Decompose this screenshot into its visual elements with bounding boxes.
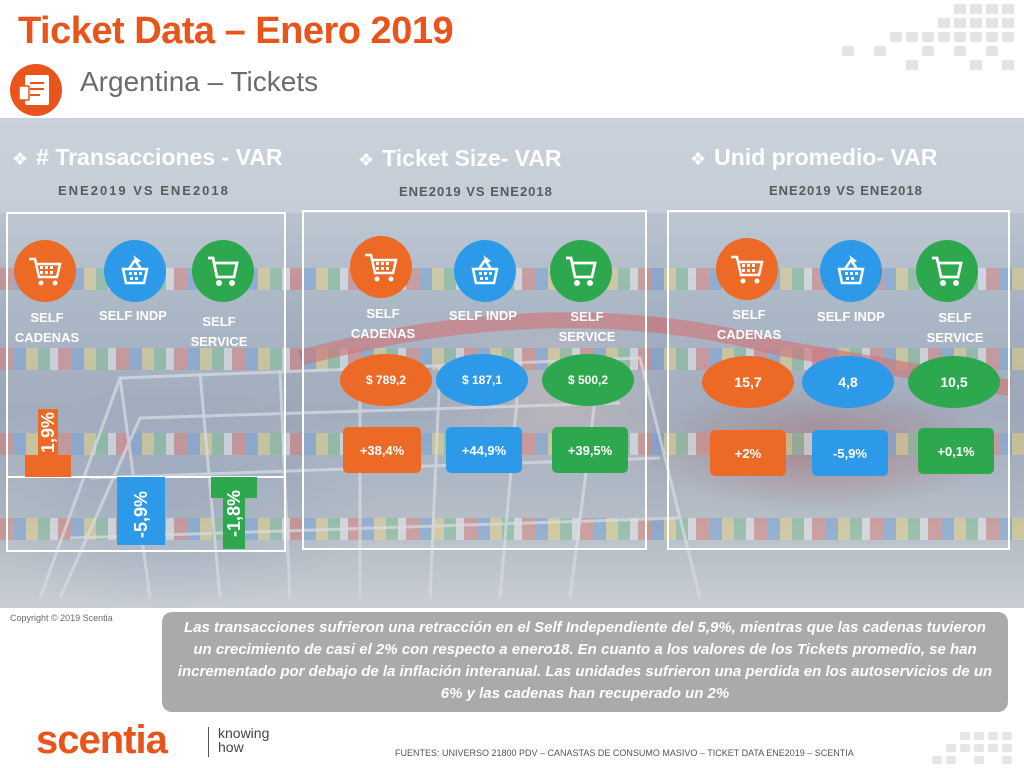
tagline: knowing how bbox=[218, 726, 269, 754]
bar-label-2: -5,9% bbox=[130, 491, 151, 539]
bar-label-1: 1,9% bbox=[37, 411, 58, 453]
category-text: SELF INDP bbox=[99, 308, 167, 323]
shopping-trolley-icon bbox=[916, 240, 978, 302]
unid-value-cadenas: 15,7 bbox=[702, 356, 794, 408]
category-text: SELF INDP bbox=[817, 309, 885, 324]
bar-label-3: -1,8% bbox=[223, 489, 244, 537]
section-subtitle-ticket-size: ENE2019 VS ENE2018 bbox=[399, 184, 553, 199]
category-text: SELF CADENAS bbox=[14, 310, 80, 345]
decorative-grid-bottom bbox=[932, 732, 1012, 764]
category-label-service: SELF SERVICE bbox=[174, 312, 264, 352]
ticket-size-var-service: +39,5% bbox=[552, 427, 628, 473]
category-label-cadenas: SELF CADENAS bbox=[2, 308, 92, 348]
scentia-logo: scentia bbox=[36, 718, 168, 762]
logo-divider bbox=[208, 727, 209, 757]
tagline-line-1: knowing bbox=[218, 725, 270, 741]
shopping-trolley-icon bbox=[192, 240, 254, 302]
shopping-trolley-icon bbox=[550, 240, 612, 302]
tagline-line-2: how bbox=[218, 739, 244, 755]
receipt-icon bbox=[10, 64, 62, 116]
bar-label-bg-1 bbox=[38, 409, 58, 456]
bar-2 bbox=[117, 477, 165, 545]
category-label-cadenas: SELF CADENAS bbox=[704, 305, 794, 345]
category-label-indp: SELF INDP bbox=[88, 306, 178, 326]
unid-var-cadenas: +2% bbox=[710, 430, 786, 476]
shopping-cart-icon bbox=[14, 240, 76, 302]
diamond-bullet-icon: ❖ bbox=[358, 150, 375, 170]
category-text: SELF SERVICE bbox=[558, 309, 616, 344]
shopping-basket-icon bbox=[454, 240, 516, 302]
section-subtitle-unid-promedio: ENE2019 VS ENE2018 bbox=[769, 183, 923, 198]
bar-1 bbox=[25, 455, 71, 477]
category-text: SELF SERVICE bbox=[926, 310, 984, 345]
copyright: Copyright © 2019 Scentia bbox=[10, 613, 113, 623]
bar-label-bg-3 bbox=[223, 497, 245, 549]
diamond-bullet-icon: ❖ bbox=[690, 149, 707, 169]
sources-footnote: FUENTES: UNIVERSO 21800 PDV – CANASTAS D… bbox=[395, 748, 854, 758]
page-subtitle: Argentina – Tickets bbox=[80, 66, 319, 97]
summary-box: Las transacciones sufrieron una retracci… bbox=[162, 612, 1008, 712]
ticket-size-var-cadenas: +38,4% bbox=[343, 427, 421, 473]
category-label-service: SELF SERVICE bbox=[542, 307, 632, 347]
shopping-cart-icon bbox=[716, 238, 778, 300]
category-text: SELF CADENAS bbox=[350, 306, 416, 341]
section-title-ticket-size: ❖ Ticket Size- VAR bbox=[358, 145, 562, 171]
unid-value-service: 10,5 bbox=[908, 356, 1000, 408]
shopping-basket-icon bbox=[104, 240, 166, 302]
ticket-size-value-service: $ 500,2 bbox=[542, 354, 634, 406]
shopping-cart-icon bbox=[350, 236, 412, 298]
ticket-size-value-cadenas: $ 789,2 bbox=[340, 354, 432, 406]
diamond-bullet-icon: ❖ bbox=[12, 149, 29, 169]
decorative-grid bbox=[842, 4, 1014, 70]
unid-var-indp: -5,9% bbox=[812, 430, 888, 476]
bar-3 bbox=[211, 477, 257, 498]
section-title-unid-promedio: ❖ Unid promedio- VAR bbox=[690, 144, 938, 170]
category-label-indp: SELF INDP bbox=[438, 306, 528, 326]
section-title-transacciones: ❖ # Transacciones - VAR bbox=[12, 144, 283, 170]
unid-var-service: +0,1% bbox=[918, 428, 994, 474]
category-text: SELF CADENAS bbox=[716, 307, 782, 342]
category-label-service: SELF SERVICE bbox=[910, 308, 1000, 348]
category-text: SELF INDP bbox=[449, 308, 517, 323]
shopping-basket-icon bbox=[820, 240, 882, 302]
ticket-size-var-indp: +44,9% bbox=[446, 427, 522, 473]
category-label-cadenas: SELF CADENAS bbox=[338, 304, 428, 344]
category-text: SELF SERVICE bbox=[190, 314, 248, 349]
ticket-size-value-indp: $ 187,1 bbox=[436, 354, 528, 406]
category-label-indp: SELF INDP bbox=[806, 307, 896, 327]
section-subtitle-transacciones: ENE2019 VS ENE2018 bbox=[58, 183, 230, 198]
page-title: Ticket Data – Enero 2019 bbox=[18, 10, 454, 52]
unid-value-indp: 4,8 bbox=[802, 356, 894, 408]
